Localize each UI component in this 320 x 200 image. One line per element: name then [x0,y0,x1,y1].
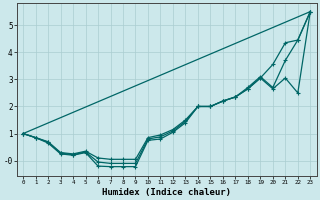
X-axis label: Humidex (Indice chaleur): Humidex (Indice chaleur) [102,188,231,197]
